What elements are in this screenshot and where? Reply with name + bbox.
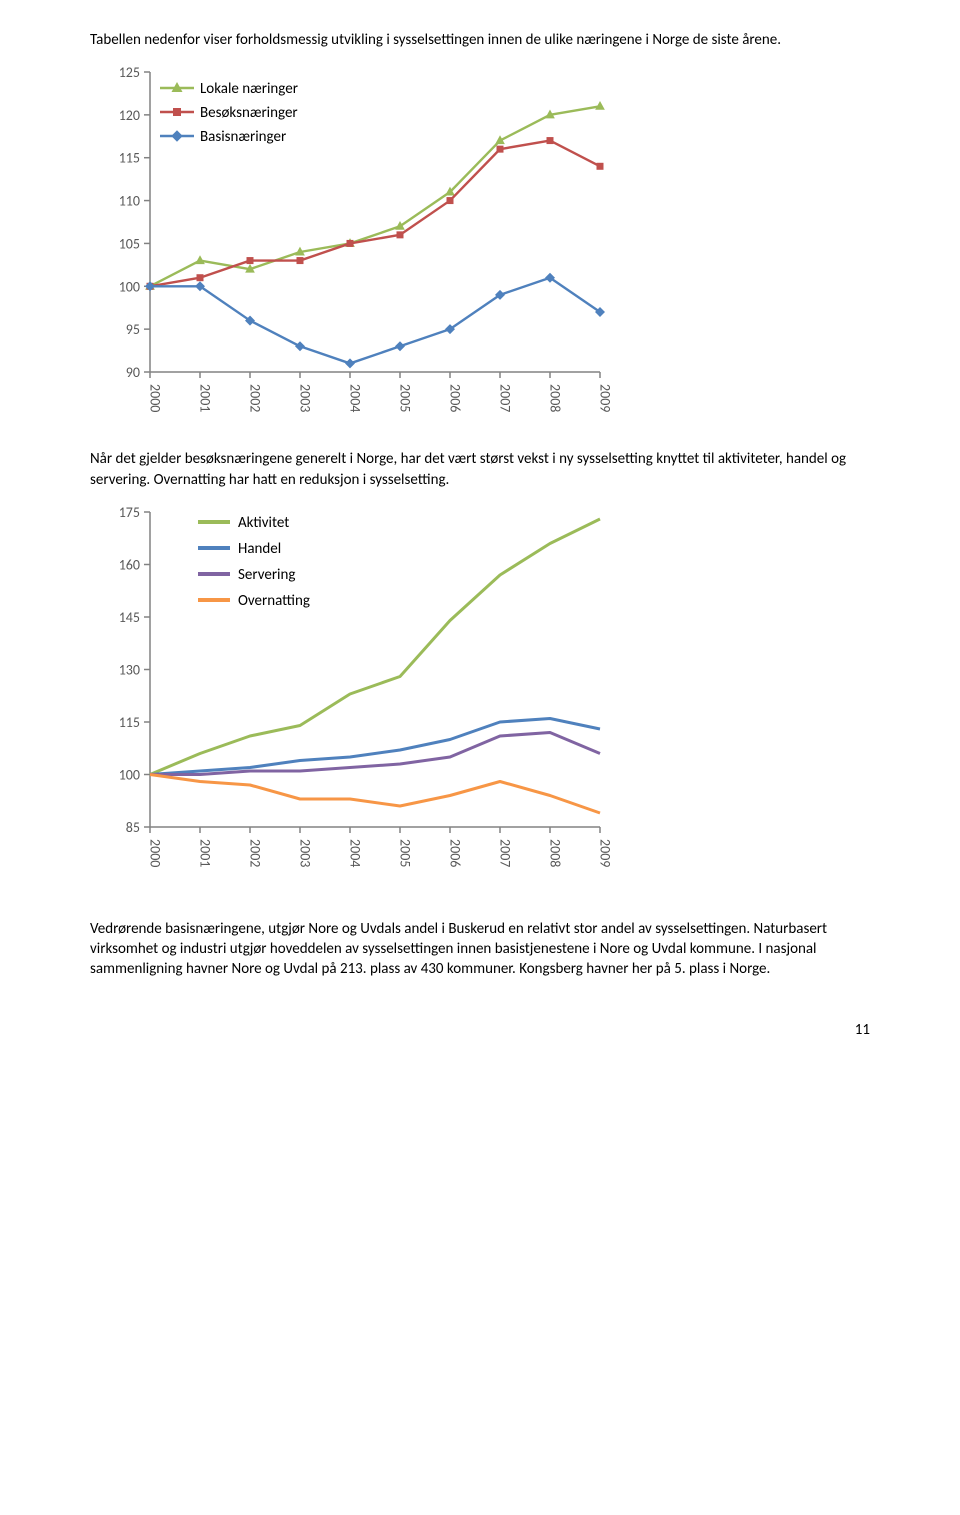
svg-text:115: 115 — [119, 150, 140, 167]
svg-text:2000: 2000 — [147, 384, 164, 412]
svg-text:125: 125 — [119, 64, 140, 81]
svg-text:2009: 2009 — [597, 839, 611, 867]
svg-text:Servering: Servering — [238, 566, 295, 584]
svg-text:Besøksnæringer: Besøksnæringer — [200, 104, 298, 122]
svg-text:2003: 2003 — [297, 384, 314, 412]
svg-text:2004: 2004 — [347, 384, 364, 412]
intro-paragraph-1: Tabellen nedenfor viser forholdsmessig u… — [90, 30, 870, 50]
svg-text:115: 115 — [119, 714, 140, 731]
svg-text:2006: 2006 — [447, 839, 464, 867]
svg-text:130: 130 — [119, 661, 140, 678]
svg-text:Overnatting: Overnatting — [238, 592, 310, 610]
svg-text:2007: 2007 — [497, 839, 514, 867]
svg-text:2004: 2004 — [347, 839, 364, 867]
svg-text:Aktivitet: Aktivitet — [238, 514, 289, 532]
svg-text:Handel: Handel — [238, 540, 281, 558]
svg-text:2005: 2005 — [397, 839, 414, 867]
svg-text:160: 160 — [119, 556, 140, 573]
svg-text:2005: 2005 — [397, 384, 414, 412]
svg-text:95: 95 — [126, 321, 140, 338]
svg-text:90: 90 — [126, 364, 140, 381]
page-number: 11 — [90, 1020, 870, 1040]
svg-text:100: 100 — [119, 279, 140, 296]
chart-visitor-industries: 85 100 115 130 145 160 175 2000 2001 2002 2003 2004… — [90, 502, 870, 897]
svg-text:2006: 2006 — [447, 384, 464, 412]
svg-text:105: 105 — [119, 236, 140, 253]
svg-text:Basisnæringer: Basisnæringer — [200, 128, 286, 146]
intro-paragraph-2: Når det gjelder besøksnæringene generelt… — [90, 449, 870, 490]
chart2-svg: 85 100 115 130 145 160 175 2000 2001 2002 2003 2004… — [90, 502, 610, 897]
svg-text:2007: 2007 — [497, 384, 514, 412]
svg-text:Lokale næringer: Lokale næringer — [200, 80, 298, 98]
svg-text:2001: 2001 — [197, 839, 214, 867]
svg-text:2002: 2002 — [247, 839, 264, 867]
svg-text:85: 85 — [126, 819, 140, 836]
svg-text:175: 175 — [119, 504, 140, 521]
svg-text:100: 100 — [119, 766, 140, 783]
intro-paragraph-3: Vedrørende basisnæringene, utgjør Nore o… — [90, 919, 870, 980]
svg-text:2002: 2002 — [247, 384, 264, 412]
svg-text:120: 120 — [119, 107, 140, 124]
svg-text:2003: 2003 — [297, 839, 314, 867]
svg-text:145: 145 — [119, 609, 140, 626]
chart1-svg: 90 95 100 105 110 115 120 125 2000 2001 2002 2003 20… — [90, 62, 610, 427]
svg-text:2009: 2009 — [597, 384, 611, 412]
svg-text:2001: 2001 — [197, 384, 214, 412]
chart-employment-industries: 90 95 100 105 110 115 120 125 2000 2001 2002 2003 20… — [90, 62, 870, 427]
svg-text:110: 110 — [119, 193, 140, 210]
svg-text:2000: 2000 — [147, 839, 164, 867]
svg-text:2008: 2008 — [547, 839, 564, 867]
svg-text:2008: 2008 — [547, 384, 564, 412]
